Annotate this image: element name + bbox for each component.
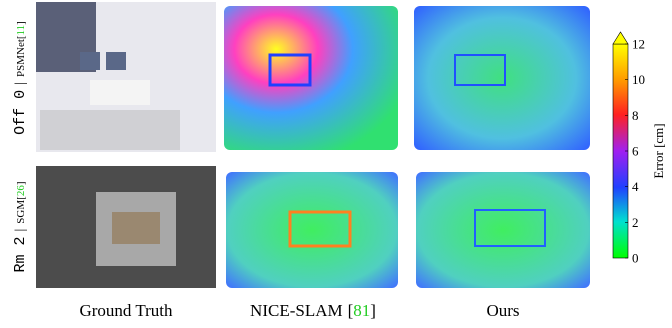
image-nice-room [226, 172, 398, 288]
row-label: Rm 2 | SGM[26] [12, 181, 29, 272]
column-label: Ours [486, 301, 519, 320]
image-gt-office [36, 2, 216, 152]
colorbar-tick-label: 6 [632, 144, 639, 159]
image-ours-room [416, 172, 590, 288]
row-label: Off 0 | PSMNet[11] [12, 21, 29, 135]
column-title: Ours [486, 301, 519, 320]
divider: | [13, 229, 28, 232]
citation: [26] [15, 181, 27, 199]
image-gt-room [36, 166, 216, 288]
citation-wrap: [11] [15, 21, 27, 39]
citation: [81] [348, 301, 376, 320]
citation-wrap: [81] [348, 301, 376, 320]
citation-wrap: [26] [15, 181, 27, 199]
image-nice-office [224, 6, 398, 150]
colorbar-tick-label: 10 [632, 72, 645, 87]
colorbar-label: Error [cm] [651, 123, 666, 178]
colorbar-tick-label: 8 [632, 108, 639, 123]
column-label: NICE-SLAM [81] [250, 301, 376, 320]
colorbar-tick-label: 4 [632, 179, 639, 194]
method-name: PSMNet [15, 39, 27, 77]
image-ours-office [414, 6, 590, 150]
figure: Error [cm] Off 0 | PSMNet[11] Rm 2 | SGM[26] G… [0, 0, 672, 323]
column-title: Ground Truth [79, 301, 173, 320]
column-label: Ground Truth [79, 301, 173, 320]
scene-name: Off 0 [12, 90, 29, 135]
column-title: NICE-SLAM [250, 301, 343, 320]
colorbar-tick-label: 12 [632, 37, 645, 52]
method-name: SGM [15, 200, 27, 224]
divider: | [13, 82, 28, 85]
scene-name: Rm 2 [12, 236, 29, 272]
colorbar-tick-label: 2 [632, 215, 639, 230]
colorbar-tick-label: 0 [632, 251, 639, 266]
colorbar-arrow [613, 32, 628, 44]
citation: [11] [15, 21, 27, 39]
